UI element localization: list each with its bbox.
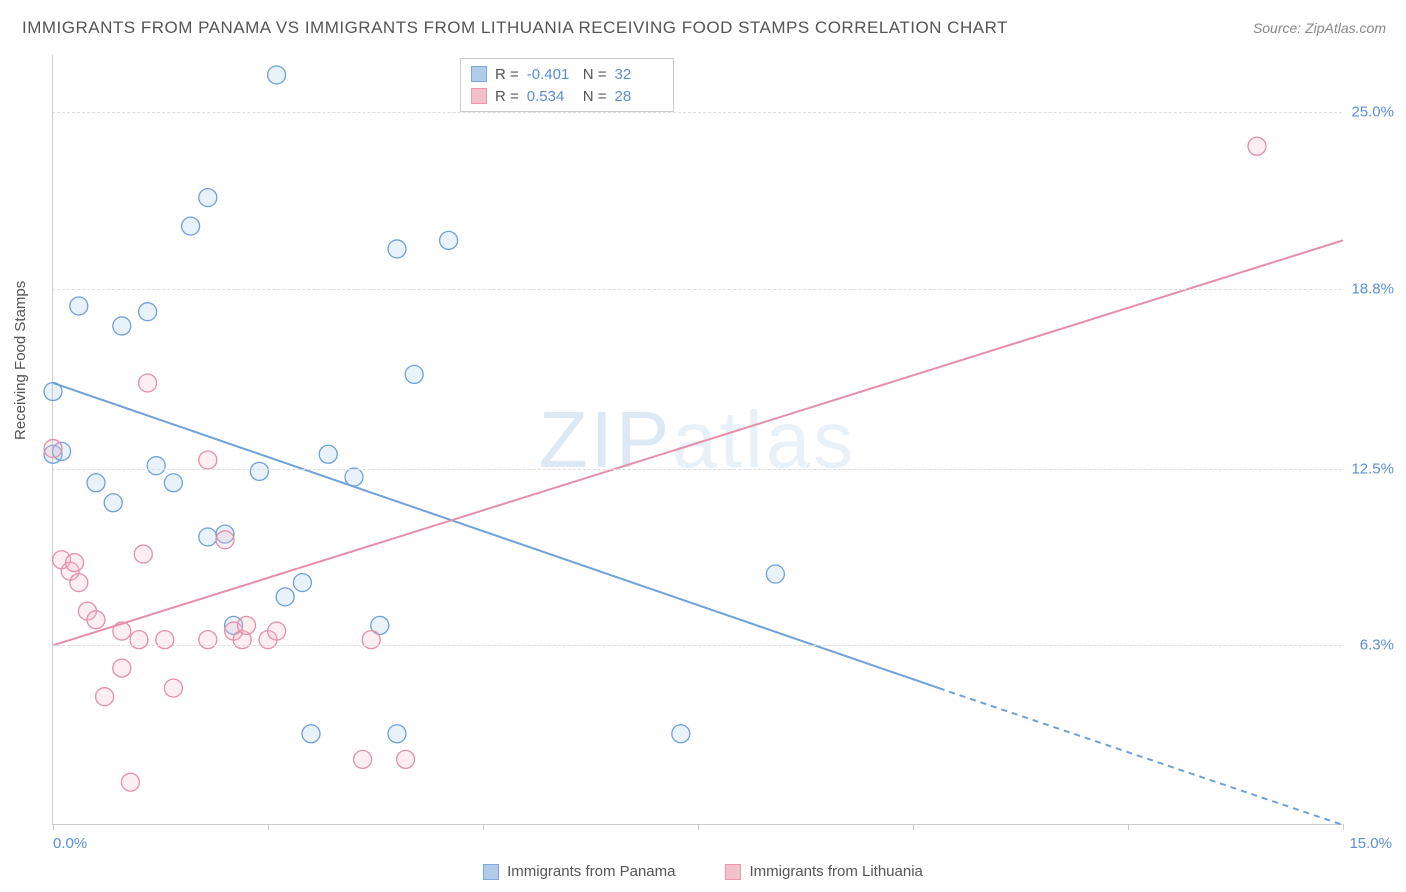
data-point	[121, 773, 139, 791]
data-point	[397, 750, 415, 768]
data-point	[87, 611, 105, 629]
data-point	[302, 725, 320, 743]
x-tick-max: 15.0%	[1349, 835, 1392, 852]
data-point	[139, 374, 157, 392]
chart-title: IMMIGRANTS FROM PANAMA VS IMMIGRANTS FRO…	[22, 18, 1008, 38]
data-point	[113, 659, 131, 677]
series-name-lithuania: Immigrants from Lithuania	[749, 863, 922, 880]
x-tick-mark	[1343, 824, 1344, 830]
n-label: N =	[583, 66, 607, 83]
data-point	[182, 217, 200, 235]
swatch-lithuania	[471, 88, 487, 104]
data-point	[70, 574, 88, 592]
chart-plot-area: ZIPatlas 0.0% 15.0%	[52, 55, 1342, 825]
data-point	[276, 588, 294, 606]
data-point	[147, 457, 165, 475]
x-tick-mark	[483, 824, 484, 830]
data-point	[440, 231, 458, 249]
series-legend: Immigrants from Panama Immigrants from L…	[0, 863, 1406, 880]
data-point	[1248, 137, 1266, 155]
x-tick-mark	[913, 824, 914, 830]
data-point	[672, 725, 690, 743]
swatch-lithuania-bottom	[725, 864, 741, 880]
data-point	[44, 440, 62, 458]
data-point	[345, 468, 363, 486]
r-label: R =	[495, 88, 519, 105]
legend-item-panama: Immigrants from Panama	[483, 863, 675, 880]
gridline	[52, 112, 1342, 113]
legend-item-lithuania: Immigrants from Lithuania	[725, 863, 922, 880]
x-tick-mark	[268, 824, 269, 830]
data-point	[104, 494, 122, 512]
data-point	[268, 622, 286, 640]
data-point	[96, 688, 114, 706]
data-point	[766, 565, 784, 583]
r-value-panama: -0.401	[527, 66, 575, 83]
data-point	[199, 451, 217, 469]
scatter-svg	[53, 55, 1343, 825]
data-point	[199, 528, 217, 546]
data-point	[70, 297, 88, 315]
gridline	[52, 289, 1342, 290]
n-value-lithuania: 28	[615, 88, 663, 105]
data-point	[164, 474, 182, 492]
x-tick-mark	[698, 824, 699, 830]
data-point	[113, 317, 131, 335]
correlation-legend: R = -0.401 N = 32 R = 0.534 N = 28	[460, 58, 674, 112]
data-point	[134, 545, 152, 563]
data-point	[164, 679, 182, 697]
trend-line	[53, 240, 1343, 645]
n-label: N =	[583, 88, 607, 105]
r-value-lithuania: 0.534	[527, 88, 575, 105]
y-tick-label: 25.0%	[1351, 104, 1394, 121]
data-point	[405, 365, 423, 383]
swatch-panama	[471, 66, 487, 82]
trend-line-dashed	[939, 688, 1343, 825]
data-point	[238, 616, 256, 634]
y-tick-label: 12.5%	[1351, 460, 1394, 477]
series-name-panama: Immigrants from Panama	[507, 863, 675, 880]
x-tick-mark	[53, 824, 54, 830]
data-point	[388, 240, 406, 258]
gridline	[52, 645, 1342, 646]
x-tick-mark	[1128, 824, 1129, 830]
data-point	[354, 750, 372, 768]
data-point	[87, 474, 105, 492]
y-axis-label: Receiving Food Stamps	[12, 281, 29, 440]
data-point	[268, 66, 286, 84]
r-label: R =	[495, 66, 519, 83]
trend-line	[53, 383, 939, 688]
data-point	[139, 303, 157, 321]
gridline	[52, 469, 1342, 470]
data-point	[250, 462, 268, 480]
data-point	[388, 725, 406, 743]
data-point	[199, 189, 217, 207]
n-value-panama: 32	[615, 66, 663, 83]
data-point	[66, 554, 84, 572]
y-tick-label: 6.3%	[1360, 637, 1394, 654]
legend-row-panama: R = -0.401 N = 32	[471, 63, 663, 85]
data-point	[216, 531, 234, 549]
data-point	[319, 445, 337, 463]
legend-row-lithuania: R = 0.534 N = 28	[471, 85, 663, 107]
swatch-panama-bottom	[483, 864, 499, 880]
data-point	[293, 574, 311, 592]
x-tick-min: 0.0%	[53, 835, 87, 852]
y-tick-label: 18.8%	[1351, 280, 1394, 297]
source-attribution: Source: ZipAtlas.com	[1253, 20, 1386, 36]
